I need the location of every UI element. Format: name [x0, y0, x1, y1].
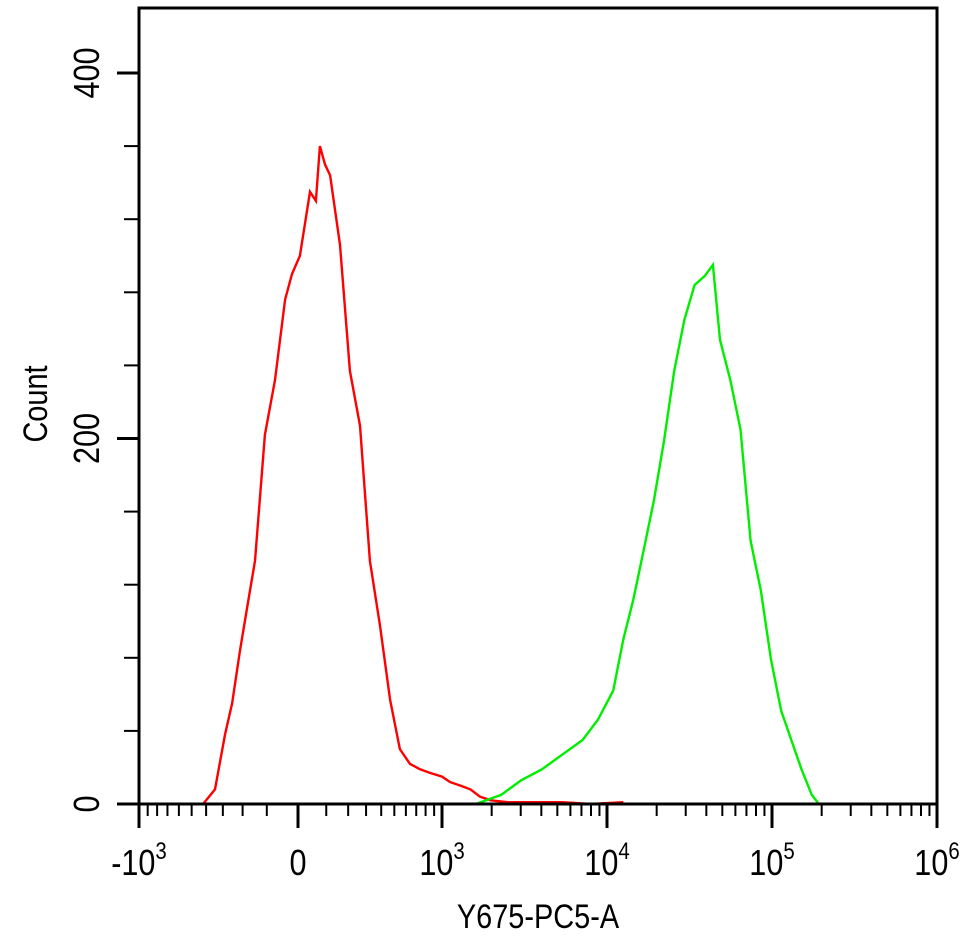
x-tick-label: 106 — [914, 837, 959, 883]
series-line-control — [202, 145, 624, 806]
x-axis-label: Y675-PC5-A — [457, 897, 619, 936]
y-tick-label: 200 — [68, 413, 108, 464]
series-line-stained — [475, 261, 820, 806]
plot-border — [137, 6, 939, 804]
y-tick-label: 400 — [68, 47, 108, 98]
y-tick-label: 0 — [68, 795, 108, 812]
x-tick-label: -103 — [111, 837, 167, 883]
x-tick-label: 104 — [584, 837, 629, 883]
plot-frame — [137, 6, 939, 804]
y-axis: 0 200 400 — [68, 47, 139, 813]
x-tick-label: 103 — [419, 837, 464, 883]
x-axis: -103 0 103 104 105 106 — [111, 802, 960, 884]
y-axis-label: Count — [16, 365, 55, 442]
series-layer — [202, 145, 820, 806]
x-tick-label: 0 — [289, 844, 306, 884]
x-tick-label: 105 — [749, 837, 794, 883]
